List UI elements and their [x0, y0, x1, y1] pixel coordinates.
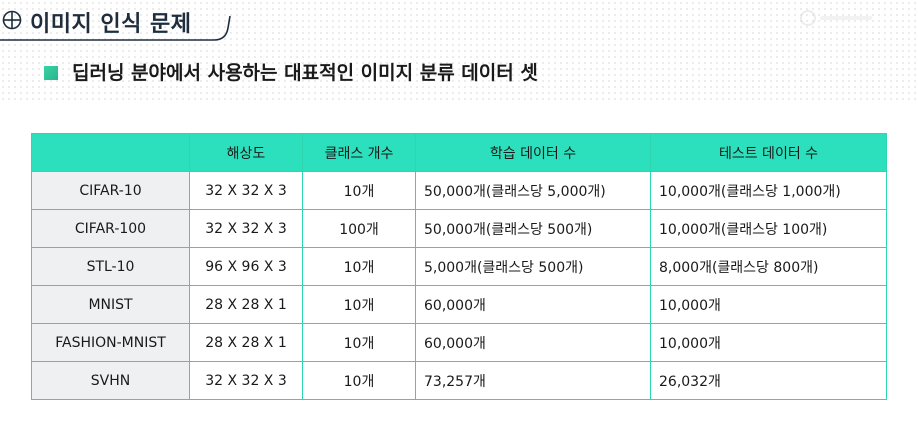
- table-row: STL-10 96 X 96 X 3 10개 5,000개(클래스당 500개)…: [31, 247, 887, 286]
- table-row: MNIST 28 X 28 X 1 10개 60,000개 10,000개: [31, 285, 887, 324]
- train-count-cell: 60,000개: [415, 285, 651, 324]
- resolution-cell: 28 X 28 X 1: [189, 323, 303, 362]
- dataset-name-cell: MNIST: [31, 285, 190, 324]
- train-count-cell: 50,000개(클래스당 500개): [415, 209, 651, 248]
- test-count-cell: 10,000개: [650, 323, 887, 362]
- train-count-cell: 73,257개: [415, 361, 651, 400]
- classes-cell: 10개: [302, 285, 416, 324]
- dataset-name-cell: CIFAR-10: [31, 171, 190, 210]
- header-underline: [0, 15, 231, 41]
- watermark-logo: [800, 10, 872, 26]
- resolution-cell: 28 X 28 X 1: [189, 285, 303, 324]
- subtitle-text: 딥러닝 분야에서 사용하는 대표적인 이미지 분류 데이터 셋: [72, 62, 538, 84]
- table-row: CIFAR-10 32 X 32 X 3 10개 50,000개(클래스당 5,…: [31, 171, 887, 210]
- column-header-train: 학습 데이터 수: [415, 133, 651, 172]
- column-header-dataset: [31, 133, 190, 172]
- dataset-table-wrap: 해상도 클래스 개수 학습 데이터 수 테스트 데이터 수 CIFAR-10 3…: [31, 133, 887, 400]
- dataset-name-cell: FASHION-MNIST: [31, 323, 190, 362]
- classes-cell: 10개: [302, 323, 416, 362]
- page-title: 이미지 인식 문제: [30, 12, 192, 37]
- dataset-name-cell: SVHN: [31, 361, 190, 400]
- train-count-cell: 60,000개: [415, 323, 651, 362]
- column-header-classes: 클래스 개수: [302, 133, 416, 172]
- dataset-name-cell: STL-10: [31, 247, 190, 286]
- train-count-cell: 50,000개(클래스당 5,000개): [415, 171, 651, 210]
- resolution-cell: 32 X 32 X 3: [189, 209, 303, 248]
- resolution-cell: 32 X 32 X 3: [189, 361, 303, 400]
- classes-cell: 10개: [302, 361, 416, 400]
- table-row: CIFAR-100 32 X 32 X 3 100개 50,000개(클래스당 …: [31, 209, 887, 248]
- subtitle-row: 딥러닝 분야에서 사용하는 대표적인 이미지 분류 데이터 셋: [44, 58, 538, 85]
- dataset-name-cell: CIFAR-100: [31, 209, 190, 248]
- crosshair-circle-icon: [2, 10, 22, 30]
- classes-cell: 10개: [302, 247, 416, 286]
- column-header-resolution: 해상도: [189, 133, 303, 172]
- test-count-cell: 10,000개(클래스당 1,000개): [650, 171, 887, 210]
- test-count-cell: 8,000개(클래스당 800개): [650, 247, 887, 286]
- resolution-cell: 32 X 32 X 3: [189, 171, 303, 210]
- test-count-cell: 10,000개(클래스당 100개): [650, 209, 887, 248]
- classes-cell: 100개: [302, 209, 416, 248]
- table-row: FASHION-MNIST 28 X 28 X 1 10개 60,000개 10…: [31, 323, 887, 362]
- table-header-row: 해상도 클래스 개수 학습 데이터 수 테스트 데이터 수: [31, 133, 887, 172]
- table-row: SVHN 32 X 32 X 3 10개 73,257개 26,032개: [31, 361, 887, 400]
- column-header-test: 테스트 데이터 수: [650, 133, 887, 172]
- bullet-square-icon: [44, 65, 58, 80]
- resolution-cell: 96 X 96 X 3: [189, 247, 303, 286]
- classes-cell: 10개: [302, 171, 416, 210]
- train-count-cell: 5,000개(클래스당 500개): [415, 247, 651, 286]
- test-count-cell: 26,032개: [650, 361, 887, 400]
- dataset-table: 해상도 클래스 개수 학습 데이터 수 테스트 데이터 수 CIFAR-10 3…: [31, 133, 887, 400]
- test-count-cell: 10,000개: [650, 285, 887, 324]
